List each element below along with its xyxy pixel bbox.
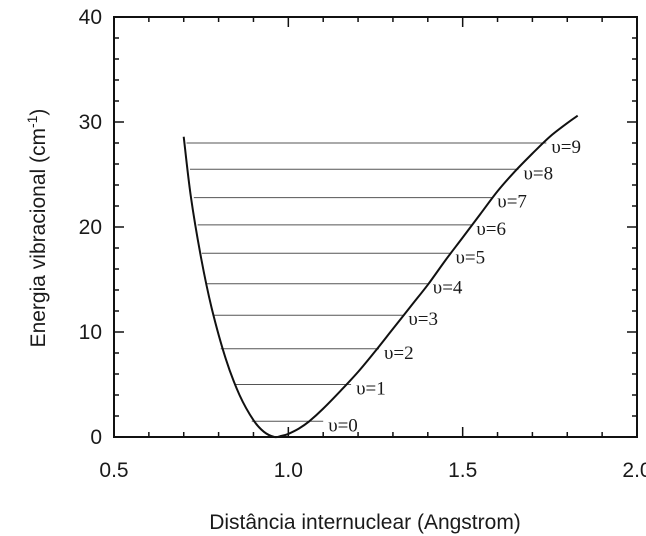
y-tick-label: 30 <box>79 111 102 134</box>
y-axis-title-main: Energia vibracional (cm <box>27 128 50 347</box>
x-tick-label: 2.0 <box>622 459 646 482</box>
vibrational-level-label: υ=1 <box>356 379 386 400</box>
vibrational-level-label: υ=9 <box>551 137 581 158</box>
y-tick-label: 40 <box>79 6 102 29</box>
potential-curve <box>182 114 579 439</box>
vibrational-level-label: υ=6 <box>476 219 506 240</box>
x-tick-label: 1.0 <box>274 459 303 482</box>
y-tick-label: 10 <box>79 321 102 344</box>
vibrational-level-label: υ=0 <box>328 415 358 436</box>
y-tick-label: 0 <box>90 426 102 449</box>
y-axis-title-exponent: -1 <box>24 115 40 128</box>
x-tick-labels: 0.5 1.0 1.5 2.0 <box>99 459 646 482</box>
x-axis-title: Distância internuclear (Angstrom) <box>209 511 521 534</box>
vibrational-level-label: υ=3 <box>408 309 438 330</box>
vibrational-level-label: υ=8 <box>523 163 553 184</box>
y-axis-title-close: ) <box>27 109 50 116</box>
vibrational-level-label: υ=4 <box>433 278 463 299</box>
y-tick-labels: 0 10 20 30 40 <box>79 6 102 449</box>
vibrational-level-label: υ=2 <box>384 343 414 364</box>
x-tick-label: 1.5 <box>448 459 477 482</box>
vibrational-levels <box>186 142 547 422</box>
axis-ticks <box>113 16 638 438</box>
x-tick-label: 0.5 <box>99 459 128 482</box>
plot-frame <box>113 16 638 438</box>
y-tick-label: 20 <box>79 216 102 239</box>
plot-border <box>113 16 638 438</box>
vibrational-level-label: υ=5 <box>455 247 485 268</box>
vibrational-level-label: υ=7 <box>497 192 527 213</box>
level-labels: υ=0 υ=1 υ=2 υ=3 υ=4 υ=5 υ=6 υ=7 υ=8 υ=9 <box>328 137 581 436</box>
y-axis-title: Energia vibracional (cm-1) <box>24 109 50 348</box>
